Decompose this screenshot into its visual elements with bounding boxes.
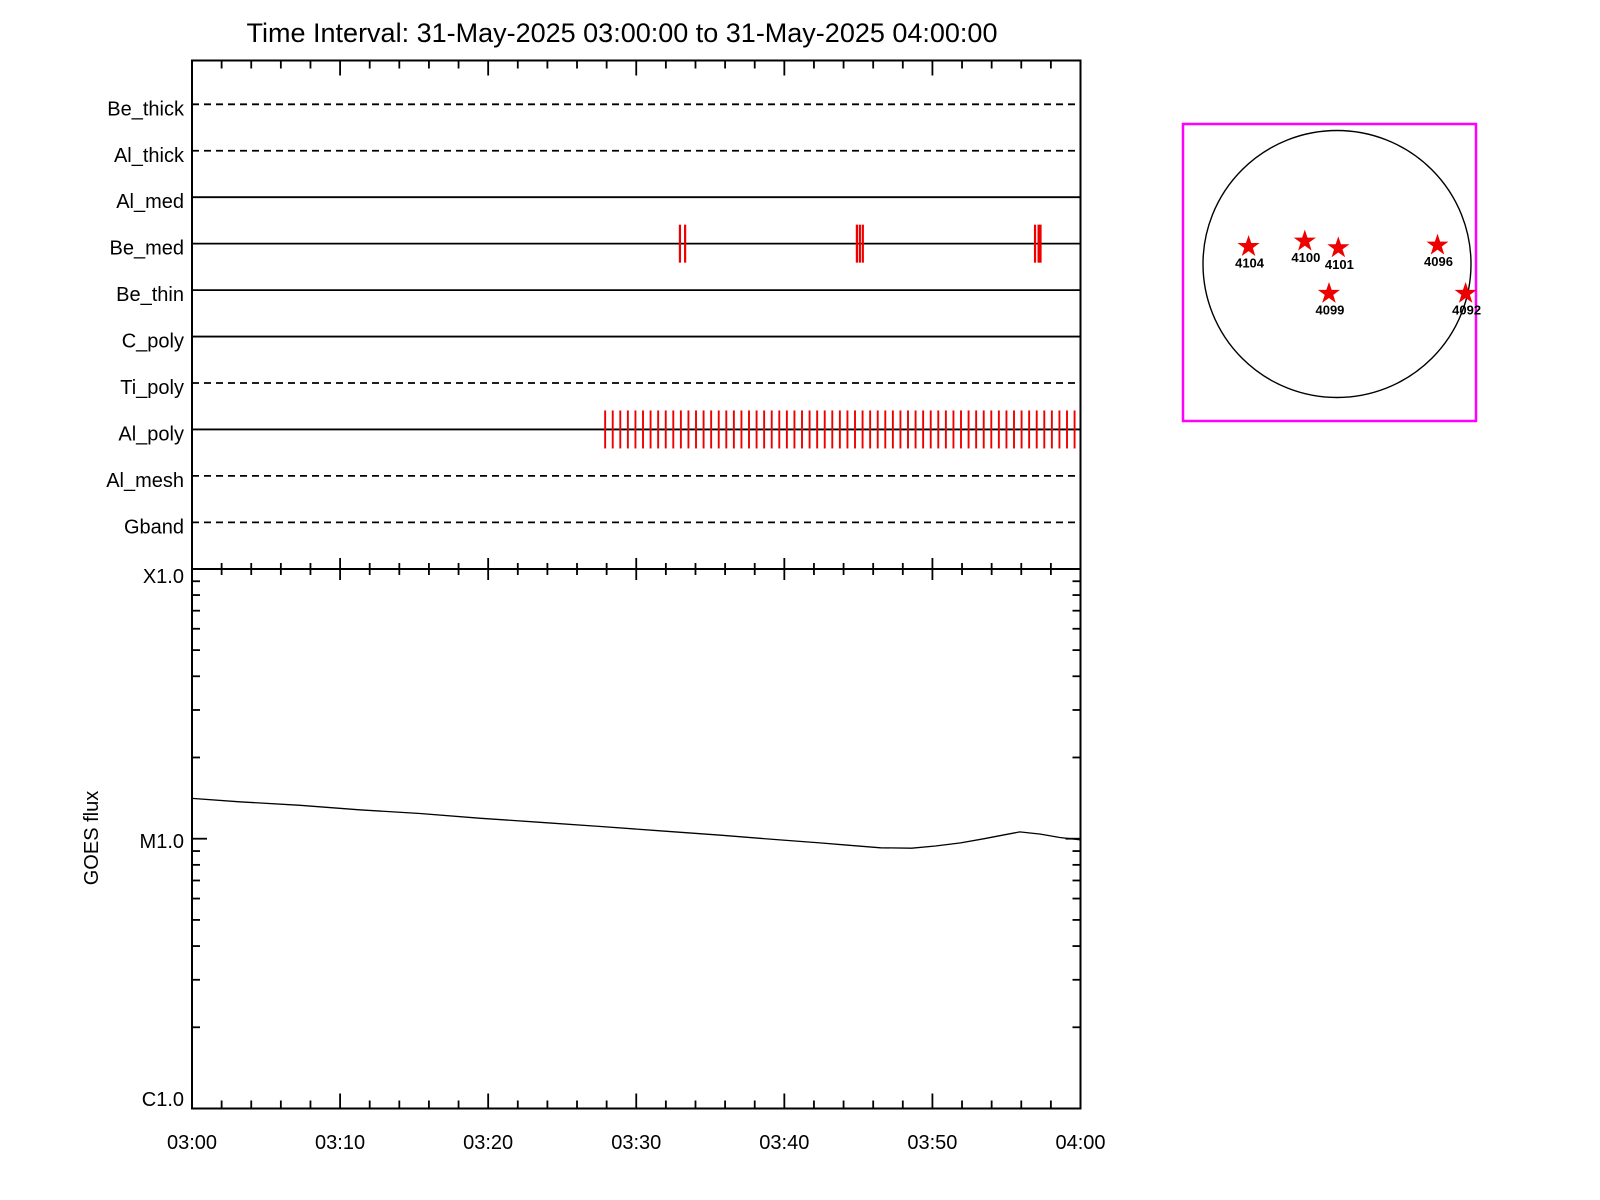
goes-ytick-label-m1: M1.0 (140, 831, 184, 853)
active-region-star-4099 (1317, 281, 1340, 303)
goes-xtick-label-0300: 03:00 (167, 1132, 217, 1154)
active-region-star-4101 (1327, 236, 1350, 258)
goes-flux-curve (191, 797, 1081, 849)
active-region-label-4099: 4099 (1315, 302, 1344, 317)
channel-label-Be_thin: Be_thin (116, 284, 184, 306)
channel-label-Al_poly: Al_poly (118, 423, 184, 445)
timeline-channel-labels: Be_thick Al_thick Al_med Be_med Be_thin C_pol… (106, 98, 185, 538)
goes-panel-border (191, 568, 1082, 1110)
sun-map-panel: 4104 4100 4101 4096 4099 4092 (1181, 122, 1481, 423)
goes-xtick-label-0340: 03:40 (759, 1132, 809, 1154)
timeline-channel-lines (192, 103, 1081, 524)
active-region-label-4100: 4100 (1291, 250, 1320, 265)
channel-label-Al_thick: Al_thick (114, 145, 185, 167)
goes-ytick-label-x1: X1.0 (143, 566, 184, 588)
active-region-label-4092: 4092 (1452, 302, 1481, 317)
goes-y-axis-title: GOES flux (81, 791, 103, 885)
goes-panel: 03:00 03:10 03:20 03:30 03:40 03:50 04:00 X1.0… (81, 566, 1106, 1154)
active-region-star-4104 (1237, 235, 1260, 256)
goes-xtick-label-0400: 04:00 (1055, 1132, 1105, 1154)
active-region-label-4101: 4101 (1325, 257, 1354, 272)
channel-label-Al_mesh: Al_mesh (106, 470, 184, 492)
goes-xtick-label-0320: 03:20 (463, 1132, 513, 1154)
plot-title: Time Interval: 31-May-2025 03:00:00 to 3… (247, 18, 998, 48)
channel-label-Gband: Gband (124, 516, 184, 538)
sun-map-border (1181, 122, 1478, 423)
active-region-star-4096 (1426, 233, 1449, 255)
active-region-label-4096: 4096 (1424, 254, 1453, 269)
timeline-event-ticks (604, 224, 1076, 449)
active-regions: 4104 4100 4101 4096 4099 4092 (1235, 229, 1481, 317)
channel-label-Be_med: Be_med (110, 238, 185, 260)
channel-label-Be_thick: Be_thick (107, 98, 185, 120)
goes-xtick-label-0310: 03:10 (315, 1132, 365, 1154)
timeline-axis-ticks (191, 60, 1082, 580)
goes-ytick-label-c1: C1.0 (142, 1089, 184, 1111)
channel-label-Al_med: Al_med (116, 191, 184, 213)
timeline-panel-border (191, 59, 1082, 570)
channel-label-C_poly: C_poly (122, 331, 184, 353)
active-region-star-4092 (1454, 281, 1477, 303)
solar-disk-limb (1202, 129, 1472, 399)
goes-xtick-labels: 03:00 03:10 03:20 03:30 03:40 03:50 04:00 (167, 1132, 1106, 1154)
goes-xtick-label-0350: 03:50 (907, 1132, 957, 1154)
timeline-panel: Be_thick Al_thick Al_med Be_med Be_thin C_pol… (106, 59, 1082, 580)
goes-xtick-label-0330: 03:30 (611, 1132, 661, 1154)
active-region-label-4104: 4104 (1235, 256, 1265, 271)
active-region-star-4100 (1293, 229, 1316, 251)
goes-axis-ticks (191, 568, 1082, 1110)
channel-label-Ti_poly: Ti_poly (120, 377, 184, 399)
